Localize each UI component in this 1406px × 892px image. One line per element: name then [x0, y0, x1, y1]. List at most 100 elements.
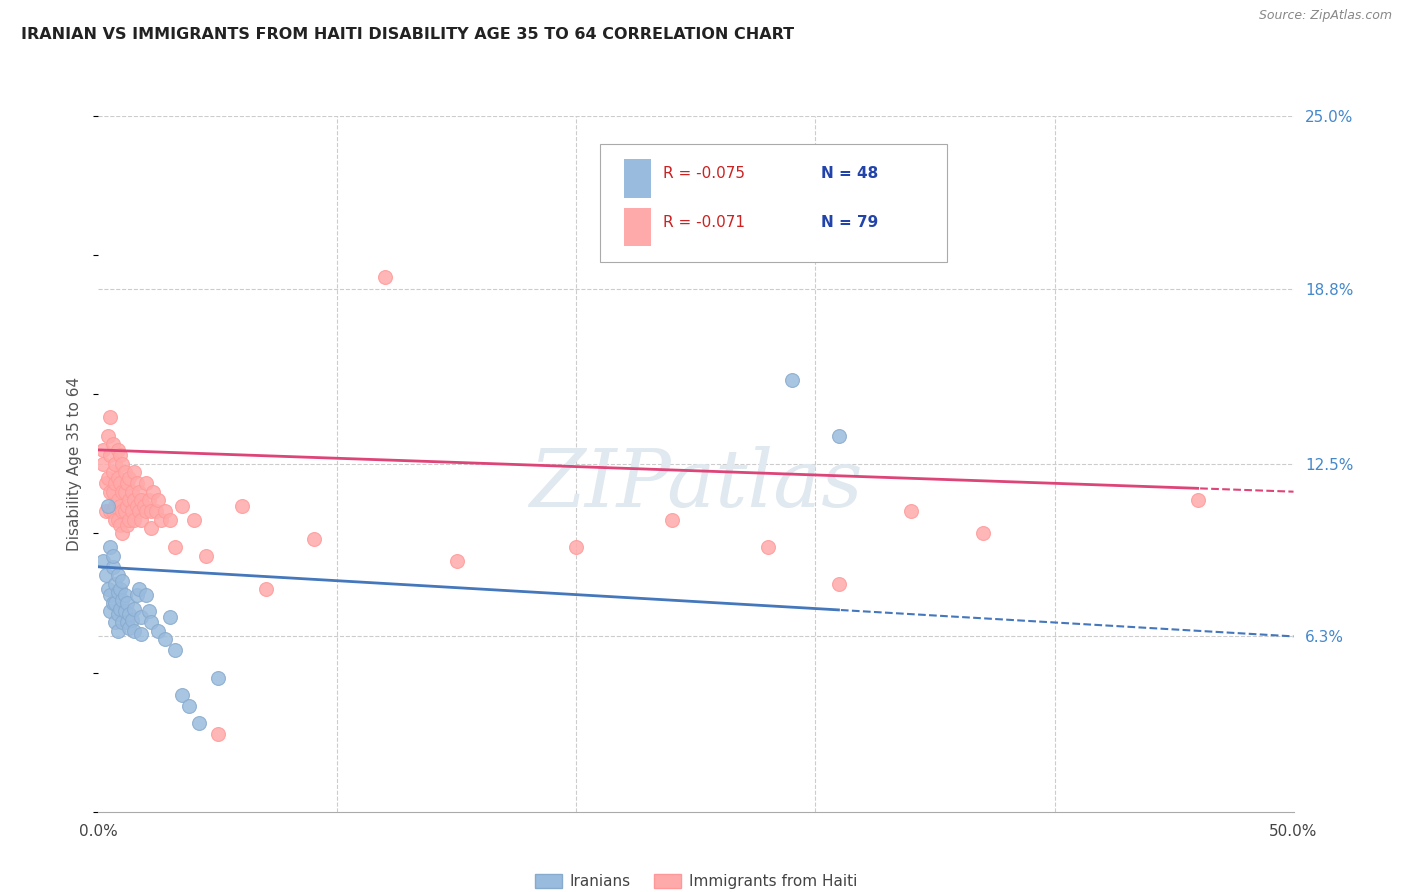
Point	[104, 615, 127, 630]
Point	[114, 588, 136, 602]
Point	[101, 596, 124, 610]
Point	[1187, 493, 1209, 508]
Point	[118, 621, 141, 635]
Point	[111, 484, 134, 499]
Point	[111, 457, 134, 471]
Point	[107, 568, 129, 582]
Point	[115, 476, 138, 491]
Point	[131, 626, 153, 640]
Point	[124, 465, 146, 479]
Point	[125, 499, 148, 513]
Point	[111, 504, 134, 518]
Point	[118, 512, 141, 526]
Point	[108, 476, 131, 491]
Point	[828, 429, 851, 443]
Point	[98, 504, 122, 518]
Point	[107, 493, 129, 508]
Point	[148, 624, 170, 638]
Point	[101, 549, 124, 563]
Point	[111, 574, 134, 588]
Point	[111, 615, 134, 630]
Text: IRANIAN VS IMMIGRANTS FROM HAITI DISABILITY AGE 35 TO 64 CORRELATION CHART: IRANIAN VS IMMIGRANTS FROM HAITI DISABIL…	[21, 27, 794, 42]
Point	[163, 643, 186, 657]
Point	[98, 588, 122, 602]
Point	[194, 549, 218, 563]
Point	[94, 504, 117, 518]
Point	[101, 484, 124, 499]
Point	[97, 582, 120, 596]
Point	[661, 512, 683, 526]
Point	[114, 465, 136, 479]
Point	[108, 518, 131, 533]
Point	[780, 373, 803, 387]
FancyBboxPatch shape	[600, 144, 948, 262]
Point	[148, 493, 170, 508]
Point	[128, 582, 150, 596]
Point	[828, 576, 851, 591]
Point	[107, 585, 129, 599]
Point	[124, 512, 146, 526]
Point	[107, 607, 129, 621]
Point	[125, 588, 148, 602]
Point	[118, 493, 141, 508]
Point	[118, 607, 141, 621]
Point	[104, 512, 127, 526]
Point	[101, 504, 124, 518]
Point	[111, 526, 134, 541]
Point	[104, 596, 127, 610]
Point	[91, 457, 114, 471]
Text: ZIPatlas: ZIPatlas	[529, 446, 863, 524]
Point	[446, 554, 468, 568]
Point	[121, 504, 143, 518]
Point	[98, 409, 122, 424]
Point	[107, 442, 129, 457]
Point	[131, 512, 153, 526]
Point	[101, 437, 124, 451]
Point	[207, 727, 229, 741]
Point	[107, 512, 129, 526]
Point	[101, 559, 124, 574]
Point	[135, 504, 157, 518]
Point	[900, 504, 922, 518]
Text: N = 48: N = 48	[821, 166, 879, 181]
Point	[97, 471, 120, 485]
Point	[115, 615, 138, 630]
Point	[131, 610, 153, 624]
Point	[138, 493, 160, 508]
Point	[128, 484, 150, 499]
Point	[172, 499, 194, 513]
Point	[104, 576, 127, 591]
Point	[104, 499, 127, 513]
Point	[97, 429, 120, 443]
Point	[172, 688, 194, 702]
Point	[94, 568, 117, 582]
Point	[254, 582, 277, 596]
Point	[108, 601, 131, 615]
Point	[91, 442, 114, 457]
Point	[118, 471, 141, 485]
Text: R = -0.071: R = -0.071	[662, 215, 745, 230]
Point	[91, 554, 114, 568]
Point	[124, 493, 146, 508]
Point	[107, 471, 129, 485]
Point	[115, 596, 138, 610]
Point	[121, 484, 143, 499]
Point	[135, 588, 157, 602]
Point	[159, 512, 181, 526]
Point	[97, 499, 120, 513]
Point	[121, 613, 143, 627]
Point	[98, 484, 122, 499]
Point	[302, 532, 325, 546]
Point	[139, 521, 162, 535]
Point	[104, 476, 127, 491]
Point	[108, 582, 131, 596]
Text: Source: ZipAtlas.com: Source: ZipAtlas.com	[1258, 9, 1392, 22]
Point	[101, 465, 124, 479]
Point	[125, 476, 148, 491]
Point	[187, 715, 209, 730]
Point	[98, 541, 122, 555]
Text: N = 79: N = 79	[821, 215, 879, 230]
Point	[108, 449, 131, 463]
Point	[155, 632, 177, 647]
Point	[231, 499, 253, 513]
